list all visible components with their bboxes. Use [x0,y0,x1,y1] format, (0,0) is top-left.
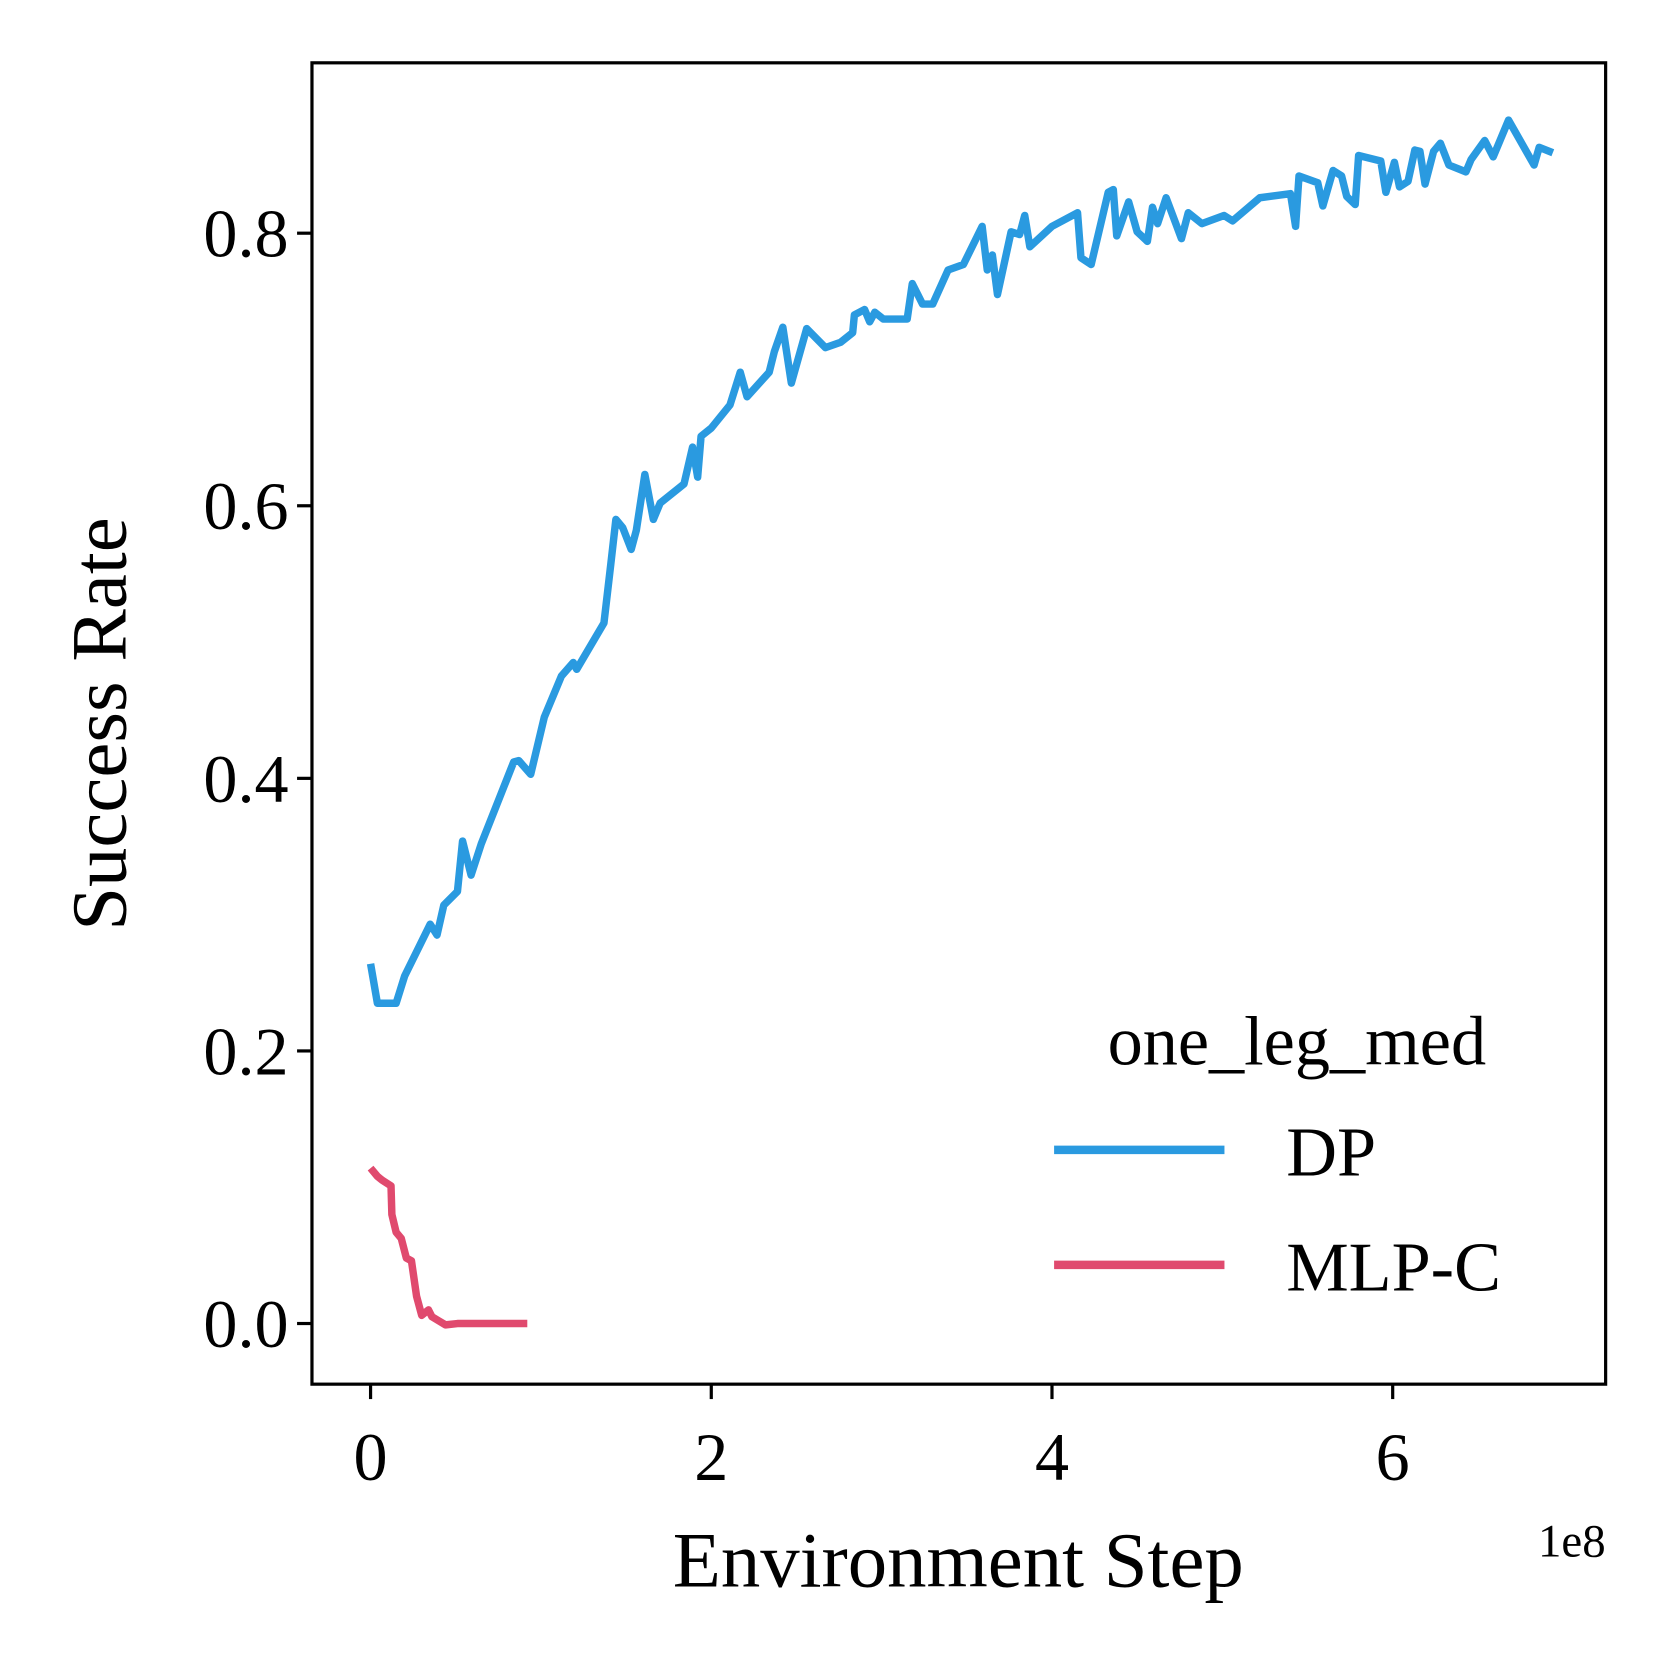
y-tick-label: 0.4 [203,741,288,817]
y-tick-label: 0.0 [203,1286,288,1362]
y-tick-label: 0.6 [203,468,288,544]
x-tick-label: 6 [1376,1419,1410,1495]
y-tick-label: 0.8 [203,196,288,272]
legend-label: DP [1286,1113,1376,1191]
data-line [366,116,1555,1007]
x-offset-label: 1e8 [1538,1516,1606,1568]
x-tick-label: 0 [354,1419,388,1495]
x-axis-label: Environment Step [673,1517,1244,1604]
legend-label: MLP-C [1286,1228,1501,1306]
data-line [367,1165,528,1329]
y-tick-label: 0.2 [203,1013,288,1089]
x-tick-label: 4 [1035,1419,1069,1495]
x-tick-label: 2 [694,1419,728,1495]
legend-title: one_leg_med [1108,1003,1487,1081]
plot-frame [310,61,1608,1386]
y-axis-label: Success Rate [57,517,144,931]
